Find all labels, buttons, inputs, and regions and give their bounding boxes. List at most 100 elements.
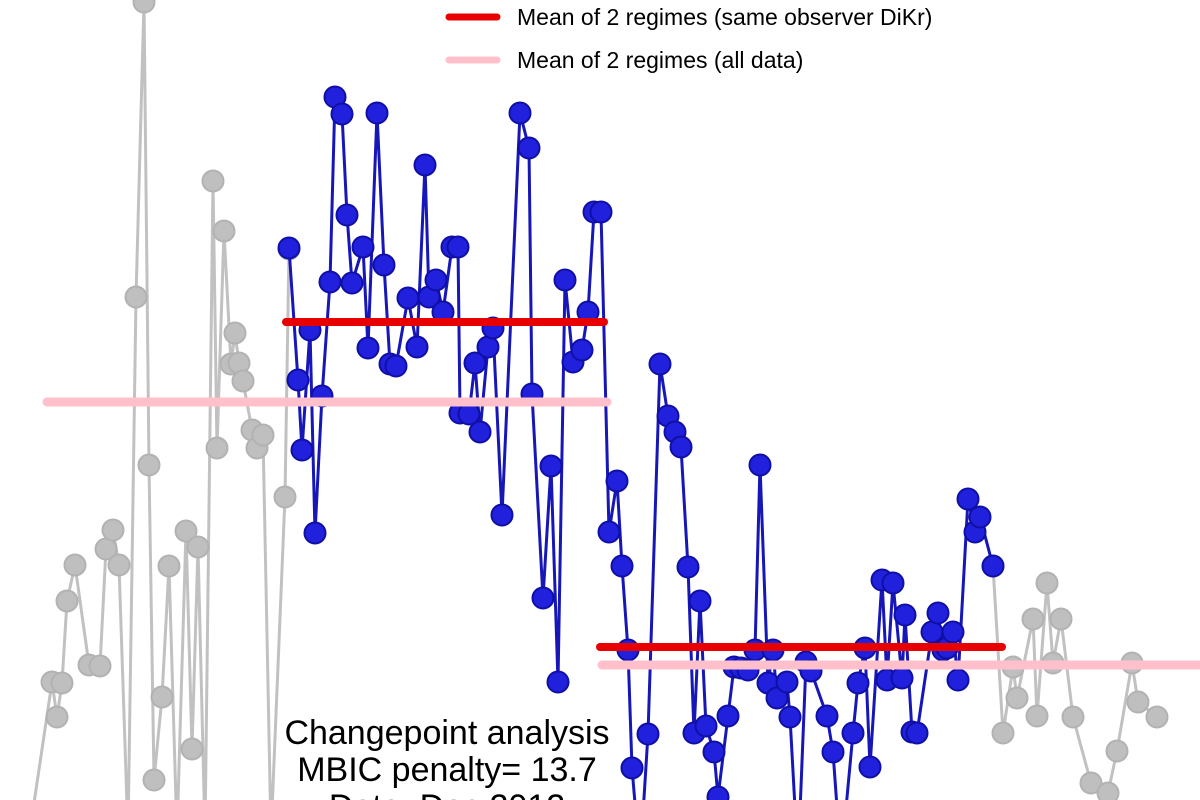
same-observer-dikr-point [610,554,634,578]
all-data-other-observers--point [142,768,166,792]
same-observer-dikr-point [815,704,839,728]
data-series-layer [32,0,1169,800]
same-observer-dikr-point [597,520,621,544]
annotation-block: Changepoint analysis MBIC penalty= 13.7 … [284,714,609,800]
same-observer-dikr-point [372,253,396,277]
all-data-other-observers--point [55,589,79,613]
all-data-other-observers--point [231,369,255,393]
all-data-other-observers--point [1145,705,1169,729]
same-observer-dikr-point [748,453,772,477]
all-data-other-observers--point [212,219,236,243]
same-observer-dikr-point [605,469,629,493]
same-observer-dikr-point [946,668,970,692]
all-data-other-observers--point [186,535,210,559]
all-data-other-observers--point [1096,781,1120,800]
all-data-other-observers--point [132,0,156,14]
all-data-other-observers--point [88,654,112,678]
all-data-other-observers--point [174,519,198,543]
all-data-other-observers--point [1049,607,1073,631]
same-observer-dikr-point [589,200,613,224]
all-data-other-observers--point [107,553,131,577]
annotation-title: Changepoint analysis [284,714,609,752]
same-observer-dikr-point [858,755,882,779]
legend: Mean of 2 regimes (same observer DiKr) M… [445,4,932,73]
same-observer-dikr-point [570,338,594,362]
mean-lines-layer [42,318,1200,670]
same-observer-dikr-point [716,704,740,728]
all-data-other-observers--point [205,436,229,460]
all-data-other-observers--point [1126,690,1150,714]
same-observer-dikr-point [702,740,726,764]
same-observer-dikr-point [277,236,301,260]
same-observer-dikr-point [351,235,375,259]
same-observer-dikr-point [553,268,577,292]
same-observer-dikr-point [340,271,364,295]
same-observer-dikr-point [981,554,1005,578]
all-data-other-observers--point [101,518,125,542]
all-data-other-observers--point [1025,704,1049,728]
same-observer-dikr-point [424,268,448,292]
same-observer-dikr-point [688,589,712,613]
same-observer-dikr-point [290,438,314,462]
series-all-data-other-observers- [32,0,1169,800]
same-observer-dikr-point [476,335,500,359]
same-observer-dikr-point [286,368,310,392]
same-observer-dikr-point [905,721,929,745]
same-observer-dikr-point [926,601,950,625]
same-observer-dikr-point [636,722,660,746]
same-observer-dikr-point [508,101,532,125]
same-observer-dikr-point [956,487,980,511]
all-data-other-observers--point [150,685,174,709]
same-observer-dikr-point [694,714,718,738]
same-observer-dikr-point [365,101,389,125]
all-data-other-observers--point [1079,771,1103,795]
all-data-other-observers--line [991,565,1158,795]
same-observer-dikr-point [620,756,644,780]
all-data-other-observers--point [223,321,247,345]
same-observer-dikr-point [669,435,693,459]
same-observer-dikr-point [676,555,700,579]
same-observer-dikr-point [546,670,570,694]
same-observer-dikr-point [841,721,865,745]
same-observer-dikr-point [335,203,359,227]
same-observer-dikr-point [405,335,429,359]
same-observer-dikr-point [893,603,917,627]
same-observer-dikr-point [821,740,845,764]
same-observer-dikr-point [303,521,327,545]
all-data-other-observers--point [63,553,87,577]
all-data-other-observers--point [50,671,74,695]
same-observer-dikr-point [890,666,914,690]
series-same-observer-dikr [277,85,1005,800]
all-data-other-observers--point [991,721,1015,745]
same-observer-dikr-point [517,136,541,160]
all-data-other-observers--point [180,737,204,761]
all-data-other-observers--point [157,554,181,578]
same-observer-dikr-point [778,705,802,729]
same-observer-dikr-point [941,620,965,644]
all-data-other-observers--point [1021,607,1045,631]
all-data-other-observers--point [201,169,225,193]
all-data-other-observers--point [137,453,161,477]
same-observer-dikr-point [446,235,470,259]
same-observer-dikr-point [463,351,487,375]
same-observer-dikr-point [539,454,563,478]
same-observer-dikr-point [881,571,905,595]
same-observer-dikr-point [706,785,730,800]
legend-label-alldata-mean: Mean of 2 regimes (all data) [517,47,803,73]
all-data-other-observers--point [124,285,148,309]
annotation-date: Date: Dec 2012 [329,788,565,800]
all-data-other-observers--point [1035,571,1059,595]
same-observer-dikr-point [846,671,870,695]
same-observer-dikr-point [330,102,354,126]
same-observer-dikr-point [775,670,799,694]
same-observer-dikr-point [396,286,420,310]
legend-label-dikr-mean: Mean of 2 regimes (same observer DiKr) [517,4,932,30]
same-observer-dikr-point [648,352,672,376]
same-observer-dikr-point [318,270,342,294]
same-observer-dikr-point [531,586,555,610]
same-observer-dikr-point [968,505,992,529]
all-data-other-observers--point [1061,705,1085,729]
all-data-other-observers--point [45,705,69,729]
all-data-other-observers--point [1105,739,1129,763]
annotation-penalty: MBIC penalty= 13.7 [297,751,597,789]
